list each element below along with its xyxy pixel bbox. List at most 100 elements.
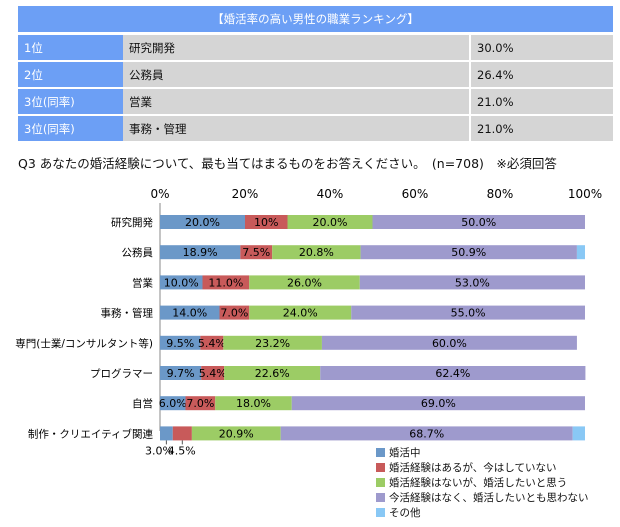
data-label: 69.0% bbox=[421, 397, 456, 410]
legend-item: 婚活中 bbox=[376, 446, 589, 461]
data-label: 53.0% bbox=[455, 276, 490, 289]
ranking-row: 3位(同率) 事務・管理 21.0% bbox=[18, 116, 613, 141]
data-label: 26.0% bbox=[287, 276, 322, 289]
ranking-title: 【婚活率の高い男性の職業ランキング】 bbox=[18, 6, 613, 32]
x-tick-label: 0% bbox=[150, 187, 169, 201]
bar-segment bbox=[572, 426, 585, 441]
legend-label: 婚活中 bbox=[389, 447, 421, 459]
bar-segment bbox=[215, 396, 292, 411]
legend-label: 婚活経験はないが、婚活したいと思う bbox=[389, 477, 568, 489]
legend-item: 今活経験はなく、婚活したいとも思わない bbox=[376, 491, 589, 506]
bar-segment bbox=[223, 335, 322, 350]
bar-segment bbox=[160, 396, 186, 411]
bar-segment bbox=[240, 245, 273, 260]
category-label: 専門(士業/コンサルタント等) bbox=[15, 337, 153, 350]
legend-swatch bbox=[376, 493, 385, 502]
data-label: 6.0% bbox=[159, 397, 187, 410]
rank-cell: 3位(同率) bbox=[18, 116, 123, 141]
bar-segment bbox=[191, 426, 281, 441]
data-label: 5.4% bbox=[199, 367, 227, 380]
data-label: 10.0% bbox=[164, 276, 199, 289]
bar-segment bbox=[160, 366, 202, 380]
legend-swatch bbox=[376, 478, 385, 487]
data-label: 22.6% bbox=[255, 367, 290, 380]
category-label: 事務・管理 bbox=[101, 307, 154, 320]
data-label: 7.0% bbox=[220, 307, 248, 320]
rank-cell: 2位 bbox=[18, 62, 123, 87]
ranking-row: 2位 公務員 26.4% bbox=[18, 62, 613, 87]
data-label: 60.0% bbox=[432, 337, 467, 350]
bar-segment bbox=[272, 245, 361, 260]
x-tick-label: 60% bbox=[402, 187, 429, 201]
bar-segment bbox=[351, 305, 585, 320]
x-tick-label: 40% bbox=[317, 187, 344, 201]
percent-cell: 30.0% bbox=[471, 35, 613, 60]
bar-segment bbox=[160, 305, 220, 320]
bar-segment bbox=[200, 335, 224, 350]
data-label: 62.4% bbox=[435, 367, 470, 380]
data-label: 24.0% bbox=[283, 307, 318, 320]
legend-label: 今活経験はなく、婚活したいとも思わない bbox=[389, 492, 589, 504]
data-label: 50.0% bbox=[461, 216, 496, 229]
data-label: 50.9% bbox=[451, 246, 486, 259]
legend-swatch bbox=[376, 448, 385, 457]
x-tick-label: 20% bbox=[232, 187, 259, 201]
x-tick-label: 100% bbox=[568, 187, 602, 201]
category-label: 公務員 bbox=[122, 246, 154, 259]
data-label: 10% bbox=[254, 216, 278, 229]
data-label: 18.0% bbox=[236, 397, 271, 410]
data-label: 20.0% bbox=[185, 216, 220, 229]
bar-segment bbox=[320, 366, 586, 380]
percent-cell: 21.0% bbox=[471, 89, 613, 114]
bar-segment bbox=[160, 275, 203, 290]
rank-cell: 1位 bbox=[18, 35, 123, 60]
bar-segment bbox=[291, 396, 585, 411]
data-label: 55.0% bbox=[451, 307, 486, 320]
percent-cell: 26.4% bbox=[471, 62, 613, 87]
percent-cell: 21.0% bbox=[471, 116, 613, 141]
bar-segment bbox=[360, 245, 577, 260]
bar-segment bbox=[160, 335, 201, 350]
rank-cell: 3位(同率) bbox=[18, 89, 123, 114]
data-label: 20.0% bbox=[313, 216, 348, 229]
data-label: 20.8% bbox=[299, 246, 334, 259]
data-label: 23.2% bbox=[255, 337, 290, 350]
bar-segment bbox=[249, 275, 360, 290]
data-label: 3.0% bbox=[145, 444, 173, 457]
data-label: 20.9% bbox=[219, 427, 254, 440]
ranking-row: 1位 研究開発 30.0% bbox=[18, 35, 613, 60]
category-label: 制作・クリエイティブ関連 bbox=[28, 427, 154, 440]
bar-segment bbox=[224, 366, 321, 380]
bar-segment bbox=[219, 305, 250, 320]
category-label: 自営 bbox=[132, 397, 153, 410]
legend-label: その他 bbox=[389, 507, 421, 519]
data-label: 68.7% bbox=[409, 427, 444, 440]
bar-segment bbox=[185, 396, 216, 411]
legend-item: その他 bbox=[376, 506, 589, 521]
bar-segment bbox=[160, 215, 245, 229]
job-cell: 事務・管理 bbox=[123, 116, 471, 141]
bar-segment bbox=[172, 426, 192, 441]
legend-item: 婚活経験はないが、婚活したいと思う bbox=[376, 476, 589, 491]
category-label: 研究開発 bbox=[111, 216, 153, 229]
job-cell: 営業 bbox=[123, 89, 471, 114]
question-text: Q3 あなたの婚活経験について、最も当てはまるものをお答えください。 (n=70… bbox=[18, 156, 557, 171]
bar-segment bbox=[280, 426, 573, 441]
category-label: プログラマー bbox=[90, 367, 153, 380]
bar-segment bbox=[372, 215, 585, 229]
bar-segment bbox=[160, 426, 173, 441]
bar-segment bbox=[202, 275, 250, 290]
legend-swatch bbox=[376, 508, 385, 517]
bar-segment bbox=[201, 366, 225, 380]
ranking-table: 1位 研究開発 30.0% 2位 公務員 26.4% 3位(同率) 営業 21.… bbox=[18, 33, 613, 143]
data-label: 18.9% bbox=[183, 246, 218, 259]
data-label: 9.5% bbox=[166, 337, 194, 350]
legend-label: 婚活経験はあるが、今はしていない bbox=[389, 462, 557, 474]
data-label: 14.0% bbox=[172, 307, 207, 320]
bar-segment bbox=[359, 275, 585, 290]
bar-segment bbox=[287, 215, 373, 229]
data-label: 7.5% bbox=[242, 246, 270, 259]
category-label: 営業 bbox=[132, 276, 153, 289]
bar-segment bbox=[249, 305, 352, 320]
